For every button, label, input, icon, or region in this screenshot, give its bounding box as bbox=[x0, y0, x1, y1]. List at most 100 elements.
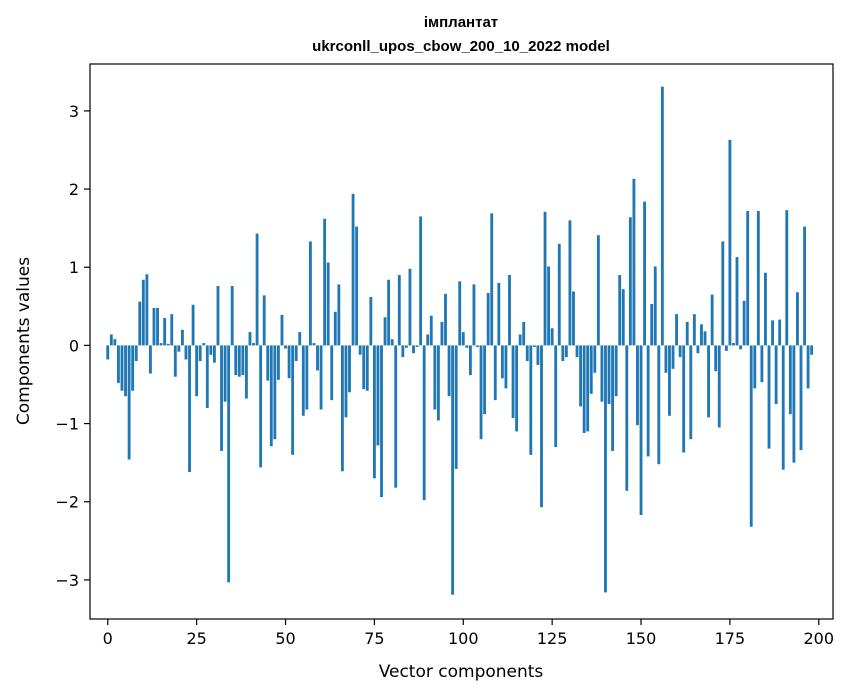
bar-97 bbox=[451, 345, 455, 595]
bar-20 bbox=[177, 345, 181, 352]
x-tick-label: 175 bbox=[715, 629, 746, 648]
bar-185 bbox=[764, 272, 767, 346]
y-tick-label: 2 bbox=[69, 180, 79, 199]
bar-163 bbox=[685, 321, 689, 346]
y-tick-label: 0 bbox=[69, 336, 79, 355]
bar-59 bbox=[316, 345, 319, 371]
bar-0 bbox=[106, 345, 110, 360]
bar-164 bbox=[689, 345, 693, 440]
bar-84 bbox=[404, 345, 408, 348]
bar-194 bbox=[796, 292, 799, 346]
bar-58 bbox=[312, 343, 316, 346]
bar-105 bbox=[479, 345, 483, 440]
bar-85 bbox=[408, 268, 412, 346]
bar-109 bbox=[493, 345, 497, 401]
bar-125 bbox=[550, 328, 554, 346]
y-tick-label: 3 bbox=[69, 102, 79, 121]
bar-145 bbox=[621, 289, 625, 346]
bar-179 bbox=[742, 300, 746, 346]
bar-151 bbox=[643, 201, 646, 346]
bar-47 bbox=[273, 345, 277, 440]
bar-29 bbox=[209, 345, 213, 355]
bar-102 bbox=[468, 345, 472, 376]
bar-44 bbox=[262, 295, 266, 346]
bar-54 bbox=[298, 332, 302, 346]
y-tick-label: −2 bbox=[55, 493, 79, 512]
bar-99 bbox=[458, 281, 462, 346]
bar-115 bbox=[515, 345, 519, 432]
bars-group bbox=[106, 86, 814, 595]
bar-141 bbox=[607, 345, 611, 405]
bar-177 bbox=[735, 257, 739, 346]
bar-15 bbox=[159, 343, 163, 346]
bar-171 bbox=[714, 345, 718, 372]
bar-27 bbox=[202, 343, 206, 346]
bar-162 bbox=[682, 345, 686, 453]
plot-frame bbox=[89, 63, 834, 620]
bar-118 bbox=[525, 345, 529, 362]
bar-126 bbox=[554, 345, 558, 448]
bar-67 bbox=[344, 345, 348, 418]
bar-129 bbox=[564, 345, 568, 358]
bar-173 bbox=[721, 241, 725, 346]
bar-137 bbox=[593, 345, 597, 373]
bar-1 bbox=[109, 334, 113, 346]
bar-51 bbox=[287, 345, 291, 379]
bar-33 bbox=[223, 345, 227, 402]
bar-17 bbox=[166, 343, 170, 346]
bar-133 bbox=[579, 345, 583, 407]
x-tick-label: 125 bbox=[537, 629, 568, 648]
bar-176 bbox=[732, 343, 735, 346]
bar-38 bbox=[241, 345, 245, 376]
bar-135 bbox=[586, 345, 590, 432]
bar-40 bbox=[248, 332, 252, 346]
bar-182 bbox=[753, 345, 757, 389]
bar-10 bbox=[141, 279, 145, 346]
bar-181 bbox=[749, 345, 753, 527]
bar-152 bbox=[646, 345, 650, 457]
bar-18 bbox=[170, 314, 174, 346]
bar-150 bbox=[639, 345, 643, 516]
bar-120 bbox=[532, 345, 536, 347]
y-axis-ticks: −3 −2 −1 0 1 2 3 bbox=[55, 102, 90, 590]
bar-75 bbox=[372, 345, 376, 479]
y-axis-label: Components values bbox=[14, 257, 34, 425]
bar-139 bbox=[600, 345, 604, 402]
bar-132 bbox=[575, 345, 579, 358]
x-axis-label: Vector components bbox=[379, 662, 544, 682]
x-tick-label: 150 bbox=[626, 629, 657, 648]
bar-128 bbox=[561, 345, 565, 362]
bar-88 bbox=[419, 216, 423, 346]
bar-114 bbox=[511, 345, 515, 419]
bar-186 bbox=[767, 345, 771, 449]
bar-49 bbox=[280, 314, 284, 346]
bar-94 bbox=[440, 321, 444, 346]
bar-22 bbox=[184, 345, 188, 360]
bar-30 bbox=[213, 345, 216, 363]
bar-64 bbox=[333, 311, 337, 346]
bar-121 bbox=[536, 345, 540, 365]
bar-197 bbox=[806, 345, 810, 389]
bar-189 bbox=[778, 319, 782, 346]
chart-title-line-2: ukrconll_upos_cbow_200_10_2022 model bbox=[312, 38, 610, 55]
y-tick-label: −3 bbox=[55, 571, 79, 590]
bar-183 bbox=[756, 210, 760, 346]
chart-title-line-1: імплантат bbox=[424, 14, 498, 31]
bar-134 bbox=[582, 345, 586, 433]
bar-34 bbox=[227, 345, 231, 583]
bar-101 bbox=[465, 345, 469, 348]
bar-62 bbox=[326, 262, 330, 346]
x-tick-label: 0 bbox=[103, 629, 113, 648]
bar-161 bbox=[678, 345, 682, 358]
bar-147 bbox=[628, 217, 632, 346]
bar-100 bbox=[461, 332, 465, 346]
bar-111 bbox=[500, 345, 504, 379]
bar-196 bbox=[803, 226, 806, 346]
bar-155 bbox=[657, 345, 661, 465]
bar-83 bbox=[401, 345, 405, 358]
bar-26 bbox=[198, 345, 202, 362]
bar-92 bbox=[433, 345, 437, 410]
bar-24 bbox=[191, 304, 195, 346]
bar-158 bbox=[668, 345, 671, 416]
bar-157 bbox=[664, 345, 668, 373]
